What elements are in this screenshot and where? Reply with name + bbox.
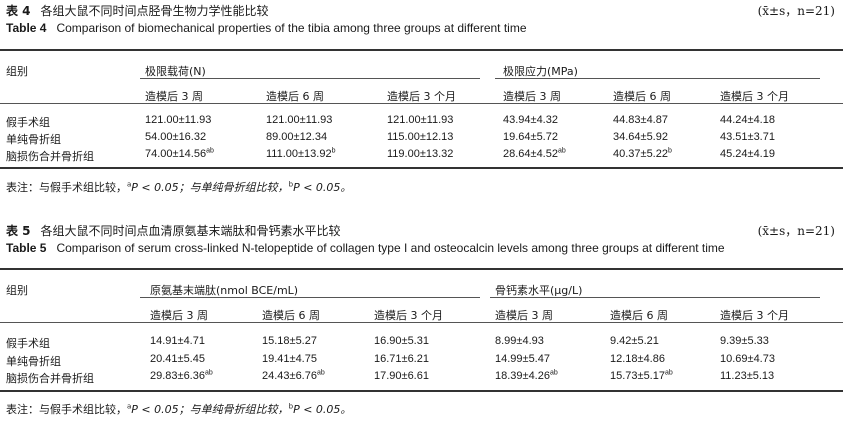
value-cell: 54.00±16.32: [145, 131, 207, 143]
value-cell: 9.42±5.21: [610, 335, 659, 347]
row-group: 假手术组: [6, 337, 50, 350]
value-cell: 11.23±5.13: [720, 370, 775, 382]
header-subrule-1: [140, 297, 480, 298]
value-cell: 121.00±11.93: [266, 114, 333, 126]
time-col: 造模后 6 周: [613, 90, 671, 103]
table-5-stat: (x̄±s，n=21): [757, 224, 835, 238]
value-cell: 121.00±11.93: [145, 114, 212, 126]
table-4-title-cn: 表 4 各组大鼠不同时间点胫骨生物力学性能比较: [6, 4, 269, 18]
time-col: 造模后 3 个月: [374, 309, 443, 322]
table-4-note: 表注：与假手术组比较，aP < 0.05；与单纯骨折组比较，bP < 0.05。: [6, 180, 352, 194]
table-5-title-en: Table 5 Comparison of serum cross-linked …: [6, 241, 725, 255]
bottom-rule: [0, 167, 843, 169]
time-col: 造模后 3 周: [503, 90, 561, 103]
value-cell: 119.00±13.32: [387, 148, 454, 160]
value-cell: 44.83±4.87: [613, 114, 668, 126]
value-cell: 43.94±4.32: [503, 114, 558, 126]
header-subrule-2: [490, 297, 820, 298]
group-header: 组别: [6, 284, 28, 297]
header-bottom-rule: [0, 103, 843, 104]
time-col: 造模后 3 周: [150, 309, 208, 322]
row-group: 脑损伤合并骨折组: [6, 150, 94, 163]
value-cell: 115.00±12.13: [387, 131, 454, 143]
top-rule: [0, 49, 843, 51]
value-cell: 44.24±4.18: [720, 114, 775, 126]
col-group-header-1: 极限载荷(N): [145, 65, 206, 78]
value-cell: 40.37±5.22b: [613, 147, 672, 160]
value-cell: 89.00±12.34: [266, 131, 328, 143]
header-subrule-1: [140, 78, 480, 79]
value-cell: 12.18±4.86: [610, 353, 665, 365]
value-cell: 8.99±4.93: [495, 335, 544, 347]
value-cell: 28.64±4.52ab: [503, 147, 566, 160]
value-cell: 74.00±14.56ab: [145, 147, 214, 160]
group-header: 组别: [6, 65, 28, 78]
col-group-header-1: 原氨基末端肽(nmol BCE/mL): [150, 284, 299, 297]
value-cell: 111.00±13.92b: [266, 147, 336, 160]
value-cell: 24.43±6.76ab: [262, 369, 325, 382]
value-cell: 19.41±4.75: [262, 353, 317, 365]
time-col: 造模后 3 个月: [720, 90, 789, 103]
col-group-header-2: 极限应力(MPa): [503, 65, 578, 78]
row-group: 脑损伤合并骨折组: [6, 372, 94, 385]
value-cell: 14.99±5.47: [495, 353, 550, 365]
time-col: 造模后 3 周: [145, 90, 203, 103]
time-col: 造模后 6 周: [610, 309, 668, 322]
value-cell: 16.90±5.31: [374, 335, 429, 347]
bottom-rule: [0, 390, 843, 392]
value-cell: 45.24±4.19: [720, 148, 775, 160]
value-cell: 18.39±4.26ab: [495, 369, 558, 382]
value-cell: 16.71±6.21: [374, 353, 429, 365]
time-col: 造模后 6 周: [266, 90, 324, 103]
value-cell: 19.64±5.72: [503, 131, 558, 143]
value-cell: 10.69±4.73: [720, 353, 775, 365]
time-col: 造模后 3 周: [495, 309, 553, 322]
value-cell: 15.18±5.27: [262, 335, 317, 347]
value-cell: 17.90±6.61: [374, 370, 429, 382]
value-cell: 14.91±4.71: [150, 335, 205, 347]
value-cell: 9.39±5.33: [720, 335, 769, 347]
value-cell: 29.83±6.36ab: [150, 369, 213, 382]
row-group: 单纯骨折组: [6, 355, 61, 368]
col-group-header-2: 骨钙素水平(μg/L): [495, 284, 583, 297]
header-bottom-rule: [0, 322, 843, 323]
table-5-note: 表注：与假手术组比较，aP < 0.05；与单纯骨折组比较，bP < 0.05。: [6, 402, 352, 416]
time-col: 造模后 3 个月: [720, 309, 789, 322]
table-4-title-en: Table 4 Comparison of biomechanical prope…: [6, 21, 527, 35]
row-group: 单纯骨折组: [6, 133, 61, 146]
value-cell: 121.00±11.93: [387, 114, 454, 126]
table-5-title-cn: 表 5 各组大鼠不同时间点血清原氨基末端肽和骨钙素水平比较: [6, 224, 341, 238]
header-subrule-2: [495, 78, 820, 79]
value-cell: 34.64±5.92: [613, 131, 668, 143]
value-cell: 15.73±5.17ab: [610, 369, 673, 382]
value-cell: 43.51±3.71: [720, 131, 775, 143]
table-4-stat: (x̄±s，n=21): [757, 4, 835, 18]
time-col: 造模后 3 个月: [387, 90, 456, 103]
top-rule: [0, 268, 843, 270]
value-cell: 20.41±5.45: [150, 353, 205, 365]
row-group: 假手术组: [6, 116, 50, 129]
time-col: 造模后 6 周: [262, 309, 320, 322]
